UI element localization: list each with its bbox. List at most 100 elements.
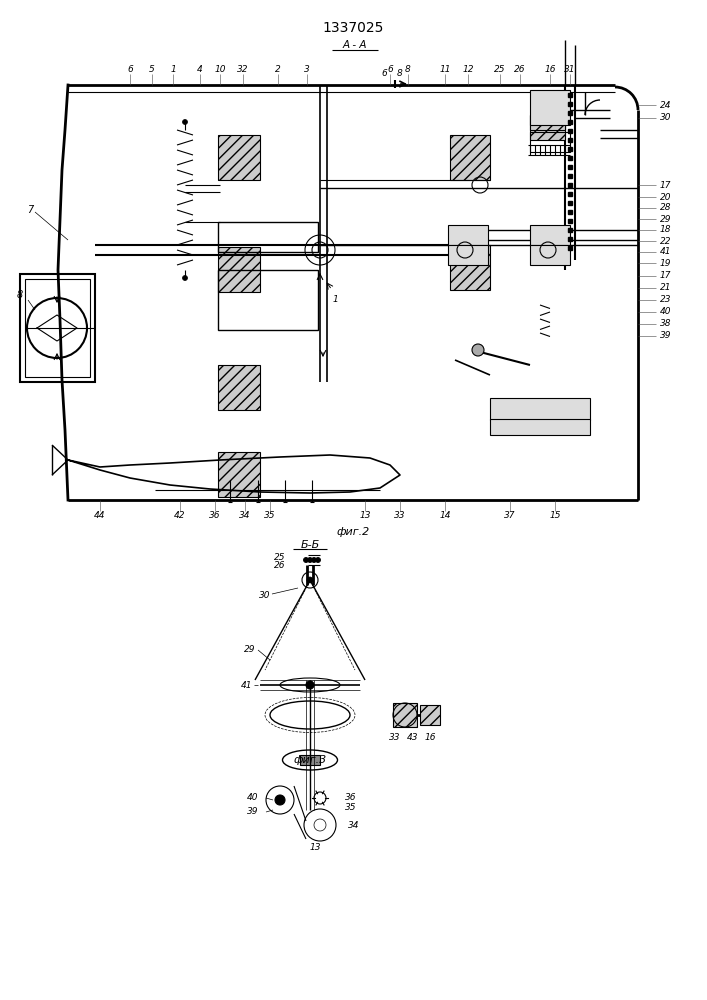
Bar <box>450 135 490 180</box>
Bar <box>530 245 570 265</box>
Bar <box>25 279 90 377</box>
Text: 6: 6 <box>381 70 387 79</box>
Text: A - A: A - A <box>343 40 367 50</box>
Text: 23: 23 <box>660 296 672 304</box>
Text: 22: 22 <box>660 236 672 245</box>
Text: 21: 21 <box>660 284 672 292</box>
Text: 10: 10 <box>214 66 226 75</box>
Text: 26: 26 <box>514 66 526 75</box>
Text: 1337025: 1337025 <box>322 21 384 35</box>
Bar <box>218 135 260 180</box>
Bar <box>218 365 260 410</box>
Ellipse shape <box>531 425 549 433</box>
Bar <box>300 755 320 765</box>
Bar <box>218 247 260 292</box>
Circle shape <box>312 558 317 562</box>
Text: 36: 36 <box>345 794 356 802</box>
Bar <box>530 132 570 152</box>
Text: фиг.2: фиг.2 <box>337 527 370 537</box>
Text: 28: 28 <box>660 204 672 213</box>
Text: 14: 14 <box>439 510 451 520</box>
Text: 11: 11 <box>439 66 451 75</box>
Bar <box>490 419 590 435</box>
Text: 35: 35 <box>264 510 276 520</box>
Text: 33: 33 <box>395 510 406 520</box>
Text: фиг.3: фиг.3 <box>293 755 327 765</box>
Text: 8: 8 <box>17 290 23 300</box>
Text: 8: 8 <box>405 66 411 75</box>
Text: 33: 33 <box>390 732 401 742</box>
Circle shape <box>306 681 314 689</box>
Text: 42: 42 <box>174 510 186 520</box>
Text: 7: 7 <box>27 205 33 215</box>
Bar <box>393 703 417 727</box>
Text: 16: 16 <box>424 732 436 742</box>
Text: 44: 44 <box>94 510 106 520</box>
Text: 36: 36 <box>209 510 221 520</box>
Text: 15: 15 <box>549 510 561 520</box>
Text: 37: 37 <box>504 510 515 520</box>
Bar <box>218 270 318 330</box>
Circle shape <box>308 558 312 562</box>
Text: 34: 34 <box>348 820 359 830</box>
Text: 2: 2 <box>275 66 281 75</box>
Text: 6: 6 <box>127 66 133 75</box>
Text: 17: 17 <box>660 180 672 190</box>
Text: 6: 6 <box>387 66 393 75</box>
Bar <box>420 705 440 725</box>
Text: 4: 4 <box>197 66 203 75</box>
Text: 26: 26 <box>274 562 285 570</box>
Text: 41: 41 <box>240 680 252 690</box>
Text: 30: 30 <box>660 113 672 122</box>
Text: 43: 43 <box>407 732 419 742</box>
Text: 40: 40 <box>247 794 258 802</box>
Circle shape <box>182 275 187 280</box>
Text: 20: 20 <box>660 192 672 202</box>
Circle shape <box>275 795 285 805</box>
Bar <box>218 452 260 497</box>
Text: 32: 32 <box>238 66 249 75</box>
Bar <box>530 115 565 130</box>
Text: 17: 17 <box>660 271 672 280</box>
Text: 16: 16 <box>544 66 556 75</box>
Text: 13: 13 <box>359 510 370 520</box>
Text: 30: 30 <box>259 590 270 599</box>
Bar <box>448 245 488 265</box>
Text: 38: 38 <box>660 320 672 328</box>
Bar <box>218 222 318 252</box>
Text: 40: 40 <box>660 308 672 316</box>
Text: 41: 41 <box>660 247 672 256</box>
Circle shape <box>315 558 320 562</box>
Bar <box>530 115 565 140</box>
Text: 25: 25 <box>494 66 506 75</box>
Text: 29: 29 <box>243 646 255 654</box>
Circle shape <box>472 344 484 356</box>
Text: 3: 3 <box>304 66 310 75</box>
Circle shape <box>182 119 187 124</box>
Text: 13: 13 <box>309 844 321 852</box>
Text: 1: 1 <box>170 66 176 75</box>
Bar <box>450 245 490 290</box>
Text: 12: 12 <box>462 66 474 75</box>
Text: 25: 25 <box>274 552 285 562</box>
Bar <box>20 274 95 382</box>
Text: 34: 34 <box>239 510 251 520</box>
Text: 29: 29 <box>660 215 672 224</box>
Text: Б-Б: Б-Б <box>300 540 320 550</box>
Text: 1: 1 <box>332 296 338 304</box>
Text: 8: 8 <box>397 70 403 79</box>
Text: 18: 18 <box>660 226 672 234</box>
Circle shape <box>303 558 308 562</box>
Text: 24: 24 <box>660 101 672 109</box>
Text: 5: 5 <box>149 66 155 75</box>
Text: 39: 39 <box>247 808 258 816</box>
Text: 31: 31 <box>564 66 575 75</box>
Bar <box>448 225 488 245</box>
Bar <box>490 398 590 420</box>
Circle shape <box>307 577 313 583</box>
Bar <box>530 90 570 125</box>
Text: 39: 39 <box>660 332 672 340</box>
Bar <box>530 225 570 245</box>
Text: 19: 19 <box>660 258 672 267</box>
Text: 35: 35 <box>345 804 356 812</box>
